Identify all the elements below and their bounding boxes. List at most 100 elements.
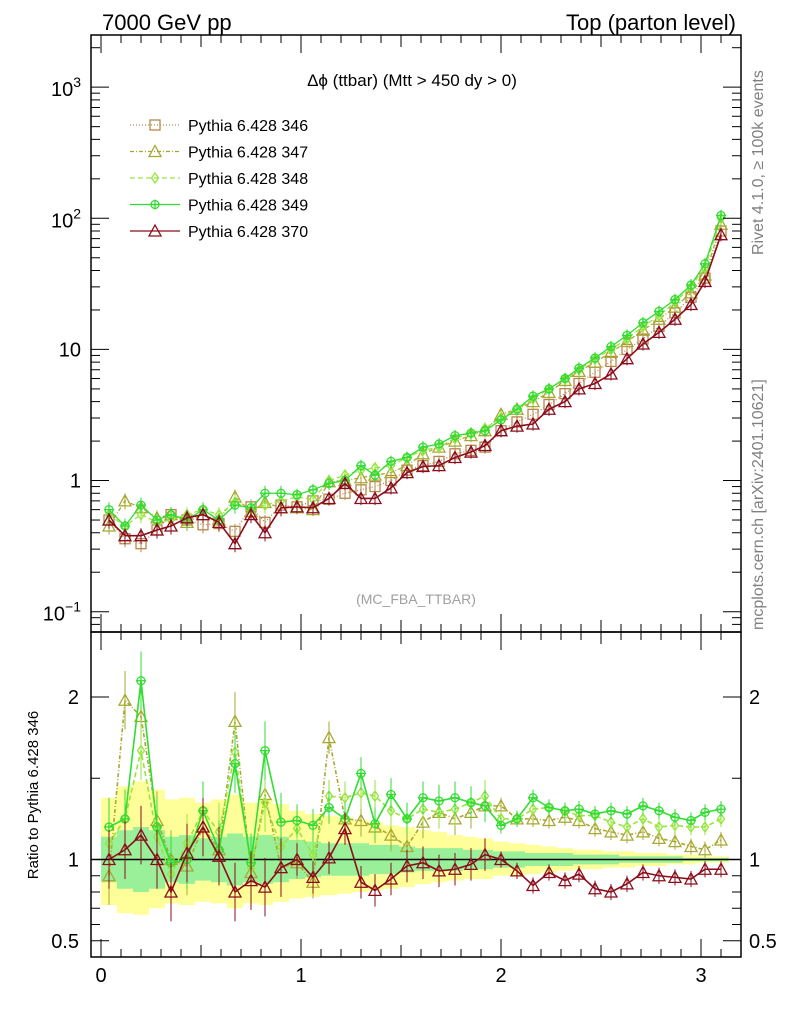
ratio-point: [367, 883, 383, 897]
ratio-point: [308, 848, 318, 861]
ratio-point: [415, 855, 431, 869]
data-point: [260, 488, 270, 499]
ratio-point: [603, 824, 619, 838]
ratio-point: [386, 789, 396, 800]
data-point: [638, 317, 648, 328]
data-point: [528, 391, 538, 402]
data-point: [463, 444, 479, 458]
data-point: [651, 324, 667, 338]
data-point: [195, 507, 211, 521]
data-point: [667, 311, 683, 325]
ratio-point: [133, 827, 149, 841]
legend-entry: Pythia 6.428 348: [130, 171, 308, 188]
ratio-point: [686, 815, 696, 826]
ratio-point: [512, 813, 522, 824]
ratio-point: [697, 861, 713, 875]
data-point: [603, 366, 619, 380]
data-point: [415, 446, 431, 460]
ratio-point: [117, 842, 133, 856]
ratio-y-tick-label-right: 2: [749, 687, 760, 709]
data-point: [136, 508, 146, 521]
data-point: [541, 401, 557, 415]
data-point: [603, 344, 619, 359]
ratio-point: [273, 860, 289, 874]
ratio-point: [638, 812, 648, 826]
ratio-point: [136, 744, 146, 757]
data-point: [101, 512, 117, 526]
data-point: [367, 491, 383, 505]
ratio-point: [260, 796, 270, 809]
ratio-point: [477, 847, 493, 861]
ratio-point: [136, 675, 146, 686]
data-point: [383, 480, 399, 494]
ratio-point: [654, 820, 664, 834]
ratio-point: [603, 884, 619, 898]
series-347: [101, 216, 729, 535]
ratio-point: [230, 758, 240, 769]
data-point: [418, 442, 428, 453]
data-point: [525, 416, 541, 430]
ratio-point: [686, 820, 696, 834]
data-point: [700, 261, 710, 274]
data-point: [590, 353, 600, 364]
ratio-point: [525, 811, 541, 825]
ratio-point: [383, 871, 399, 885]
legend-marker: [149, 119, 161, 131]
ratio-point: [117, 692, 133, 706]
ratio-point: [622, 820, 632, 834]
data-point: [117, 493, 133, 507]
ratio-point: [337, 821, 353, 835]
ratio-line: [108, 750, 722, 877]
ratio-point: [509, 863, 525, 877]
legend-marker: [150, 171, 160, 185]
ratio-point: [541, 865, 557, 879]
ratio-point: [557, 873, 573, 887]
series-370: [101, 227, 729, 553]
data-point: [353, 491, 369, 505]
ratio-point: [670, 812, 680, 823]
ratio-point: [431, 863, 447, 877]
data-point: [276, 488, 286, 499]
ratio-point: [480, 800, 490, 811]
data-point: [305, 500, 321, 514]
data-point: [587, 376, 603, 390]
data-point: [544, 383, 554, 394]
data-point: [399, 465, 415, 479]
data-point: [574, 363, 584, 374]
data-point: [480, 425, 490, 436]
main-plot-panel: 10−1 1 10 102 103 Δϕ (ttbar) (Mtt > 450 dy >…: [43, 34, 742, 633]
ratio-point: [670, 819, 680, 832]
ratio-point: [227, 884, 243, 898]
legend-entry: Pythia 6.428 346: [130, 118, 308, 135]
series-line: [108, 215, 722, 528]
data-point: [512, 404, 522, 415]
data-point: [622, 330, 632, 341]
y-tick-label: 102: [51, 205, 81, 232]
legend-entry: Pythia 6.428 349: [130, 198, 308, 215]
data-point: [260, 498, 270, 512]
data-point: [477, 438, 493, 452]
ratio-line: [108, 825, 721, 895]
ratio-point: [276, 817, 286, 828]
data-point: [557, 394, 573, 408]
data-point: [227, 536, 243, 550]
data-point: [654, 306, 664, 317]
ratio-point: [713, 832, 729, 846]
data-point: [163, 518, 179, 532]
ratio-point: [211, 848, 227, 862]
legend-marker: [150, 199, 160, 210]
ratio-y-tick-label: 0.5: [51, 931, 79, 953]
data-point: [670, 294, 680, 305]
ratio-point: [651, 831, 667, 845]
ratio-point: [683, 839, 699, 853]
data-point: [386, 456, 396, 467]
legend-label: Pythia 6.428 348: [188, 171, 308, 188]
data-point: [383, 465, 399, 479]
ratio-point: [493, 852, 509, 866]
data-point: [415, 459, 431, 473]
data-point: [447, 450, 463, 464]
header-right: Top (parton level): [566, 10, 736, 35]
ratio-point: [667, 870, 683, 884]
ratio-point: [370, 818, 380, 829]
